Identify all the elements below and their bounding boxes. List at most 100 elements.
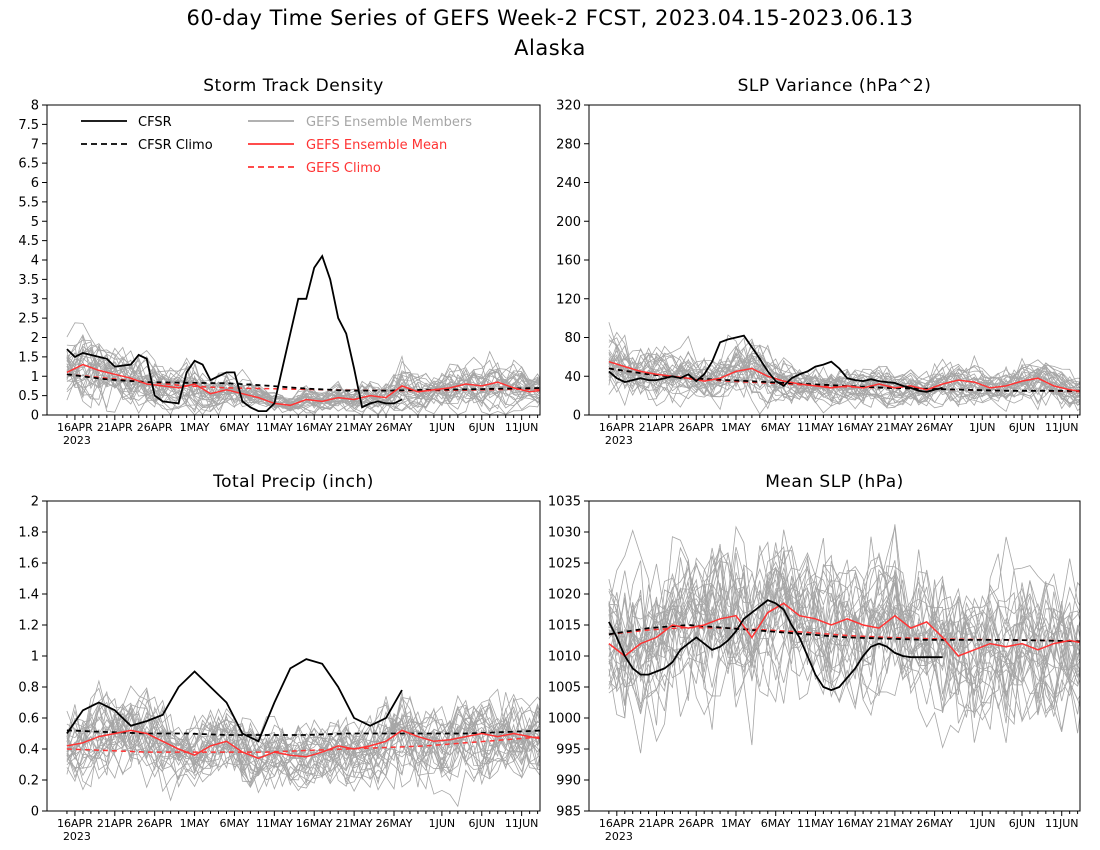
x-tick-label: 6JUN <box>468 421 495 434</box>
y-tick-label: 40 <box>564 370 581 385</box>
ensemble-member-line <box>608 334 1080 414</box>
legend-label: GEFS Ensemble Members <box>306 115 472 130</box>
x-tick-label: 16MAY <box>296 817 333 830</box>
panel-title: Total Precip (inch) <box>212 472 374 492</box>
y-tick-label: 1 <box>31 370 39 385</box>
x-tick-label: 1MAY <box>721 421 751 434</box>
x-tick-label: 1MAY <box>180 817 210 830</box>
x-tick-label: 1JUN <box>969 817 996 830</box>
x-tick-label: 11JUN <box>1045 817 1079 830</box>
x-tick-label: 11MAY <box>797 421 834 434</box>
x-tick-label: 6MAY <box>220 817 250 830</box>
ensemble-member-line <box>66 701 540 791</box>
legend-label: GEFS Climo <box>306 161 381 176</box>
ensemble-member-line <box>66 687 540 785</box>
ensemble-member-line <box>66 710 540 790</box>
ensemble-member-line <box>66 355 540 415</box>
y-tick-label: 0 <box>31 409 39 424</box>
x-tick-label: 16APR <box>57 817 93 830</box>
chart-panel-3: Total Precip (inch) 0 0.2 0.4 0.6 0.8 1 1.2 1.4 1… <box>18 472 541 843</box>
ensemble-member-line <box>66 704 540 786</box>
legend-label: CFSR Climo <box>138 138 213 153</box>
ensemble-member-line <box>608 561 1080 710</box>
ensemble-member-line <box>608 558 1080 708</box>
y-tick-label: 0.4 <box>18 743 39 758</box>
series-line-cfsr <box>608 334 943 393</box>
ensemble-member-line <box>66 356 540 415</box>
x-tick-label: 11MAY <box>797 817 834 830</box>
ensemble-member-line <box>66 688 540 781</box>
panel-title: Storm Track Density <box>203 76 384 96</box>
x-tick-label: 26MAY <box>376 421 413 434</box>
series-line-cfsr <box>66 254 403 413</box>
ensemble-member-line <box>608 553 1080 717</box>
y-tick-label: 0.6 <box>18 712 39 727</box>
y-tick-label: 0.2 <box>18 774 39 789</box>
panels-group: Storm Track Density 0 0.5 1 1.5 2 2.5 3 3.5 4 4.5 5… <box>18 76 1081 843</box>
ensemble-member-line <box>608 557 1080 726</box>
x-tick-label: 11MAY <box>256 817 293 830</box>
series-line-gefs-ensemble-mean <box>608 360 1080 392</box>
ensemble-members-group <box>66 679 540 808</box>
y-tick-label: 1.8 <box>18 526 39 541</box>
y-tick-label: 1 <box>31 650 39 665</box>
y-tick-label: 1.2 <box>18 619 39 634</box>
ensemble-member-line <box>608 565 1080 754</box>
ensemble-member-line <box>66 702 540 786</box>
series-line-cfsr <box>66 658 403 743</box>
y-tick-label: 4.5 <box>18 234 39 249</box>
y-tick-label: 120 <box>556 292 581 307</box>
x-tick-label: 6JUN <box>468 817 495 830</box>
x-tick-label: 6MAY <box>761 421 791 434</box>
y-tick-label: 80 <box>564 331 581 346</box>
x-year-label: 2023 <box>63 434 91 447</box>
series-line-gefs-ensemble-mean <box>66 363 540 407</box>
legend: CFSR CFSR Climo GEFS Ensemble Members GEFS … <box>81 115 472 176</box>
x-tick-label: 16MAY <box>837 421 874 434</box>
ensemble-member-line <box>66 701 540 808</box>
ensemble-member-line <box>66 358 540 407</box>
x-tick-label: 11MAY <box>256 421 293 434</box>
ensemble-member-line <box>66 356 540 411</box>
y-tick-label: 240 <box>556 176 581 191</box>
ensemble-member-line <box>66 347 540 408</box>
ensemble-member-line <box>66 345 540 415</box>
ensemble-member-line <box>66 693 540 788</box>
x-tick-label: 6MAY <box>761 817 791 830</box>
x-tick-label: 16MAY <box>296 421 333 434</box>
y-tick-label: 1.4 <box>18 588 39 603</box>
y-tick-label: 0.8 <box>18 681 39 696</box>
x-tick-label: 21APR <box>97 421 133 434</box>
ensemble-member-line <box>66 679 540 780</box>
ensemble-member-line <box>66 693 540 789</box>
y-tick-label: 7.5 <box>18 118 39 133</box>
y-tick-label: 1010 <box>548 650 581 665</box>
x-year-label: 2023 <box>63 830 91 843</box>
y-tick-label: 990 <box>556 774 581 789</box>
x-year-label: 2023 <box>605 830 633 843</box>
ensemble-member-line <box>66 710 540 788</box>
y-tick-label: 5 <box>31 215 39 230</box>
ensemble-member-line <box>608 529 1080 733</box>
x-tick-label: 26APR <box>137 421 173 434</box>
series-line-cfsr-climo <box>608 624 1080 643</box>
y-tick-label: 1.5 <box>18 350 39 365</box>
x-tick-label: 1MAY <box>721 817 751 830</box>
ensemble-member-line <box>608 354 1080 404</box>
y-tick-label: 2.5 <box>18 312 39 327</box>
y-tick-label: 6 <box>31 176 39 191</box>
series-line-gefs-climo <box>66 736 540 753</box>
chart-panel-2: SLP Variance (hPa^2) 0 40 80 120 160 200 240 280… <box>556 76 1081 447</box>
ensemble-members-group <box>608 322 1080 415</box>
y-tick-label: 5.5 <box>18 195 39 210</box>
y-tick-label: 1020 <box>548 588 581 603</box>
x-tick-label: 16APR <box>599 421 635 434</box>
y-tick-label: 1000 <box>548 712 581 727</box>
ensemble-member-line <box>608 525 1080 672</box>
x-tick-label: 11JUN <box>505 421 539 434</box>
x-tick-label: 1JUN <box>969 421 996 434</box>
ensemble-member-line <box>608 542 1080 704</box>
ensemble-member-line <box>608 353 1080 411</box>
x-tick-label: 21APR <box>639 817 675 830</box>
ensemble-member-line <box>66 353 540 415</box>
